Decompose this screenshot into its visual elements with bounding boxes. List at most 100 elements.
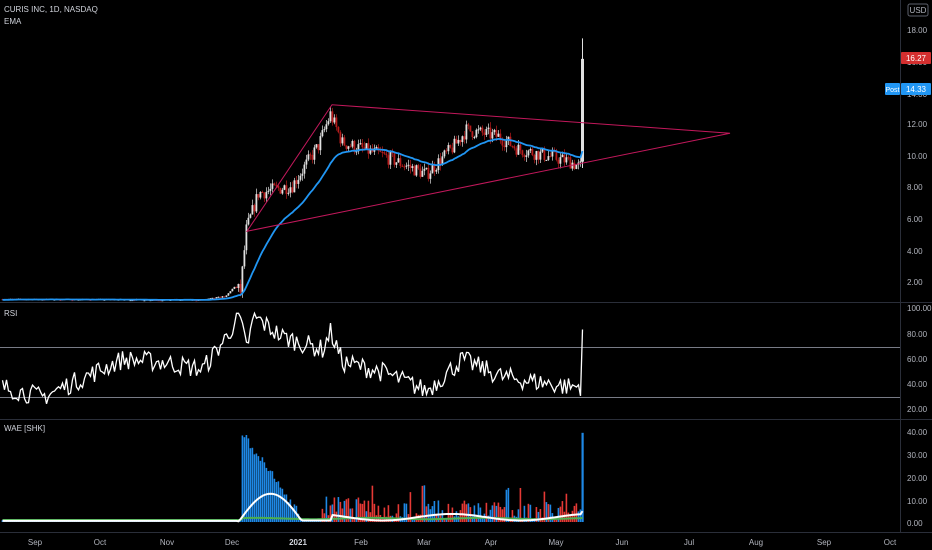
wae-bar [363,500,366,522]
candle-body [411,166,414,168]
candle-body [491,132,494,139]
candle-body [525,155,528,157]
wae-bar [545,502,548,522]
wae-bar [405,503,408,522]
ema-indicator-label[interactable]: EMA [4,17,22,26]
wae-bar [373,503,376,522]
candle-body [561,154,564,158]
candle-body [233,286,236,289]
wae-bar [361,503,364,522]
candle-body [283,185,286,190]
wae-bar [333,497,336,522]
wae-bar [323,513,326,522]
candle-body [303,164,306,174]
wae-bar [335,511,338,522]
price-tick: 12.00 [907,120,928,129]
wae-bar [529,504,532,522]
candle-body [441,156,444,165]
price-tick: 10.00 [907,152,928,161]
candle-body [327,121,330,125]
candle-body [419,168,422,177]
candle-body [71,300,74,302]
candle-body [567,157,570,159]
candle-body [313,147,316,160]
wae-bar [479,507,482,522]
time-tick: Oct [94,538,107,547]
candle-body [505,140,508,148]
price-tick: 8.00 [907,183,923,192]
wae-bar [253,454,256,522]
rsi-series [1,311,584,404]
candle-body [247,217,250,225]
currency-badge[interactable]: USD [907,3,929,17]
candle-body [473,137,476,139]
wae-bar [537,511,540,522]
candle-body [445,150,448,152]
candle-body [359,143,362,145]
wae-bar [433,501,436,522]
candle-body [537,151,540,160]
candle-body [423,168,426,171]
wae-axis[interactable]: 40.00 30.00 20.00 10.00 0.00 [907,428,928,528]
candle-body [485,128,488,135]
post-price-value: 14.33 [906,85,927,94]
wae-bar [491,505,494,522]
wae-bar [441,510,444,522]
wae-bar [471,516,474,522]
wae-bar [275,482,278,522]
wae-bar [329,505,332,522]
wae-bar [427,503,430,522]
wae-tick: 0.00 [907,519,923,528]
wae-tick: 20.00 [907,474,928,483]
wae-bar [385,516,388,522]
candle-body [223,296,226,298]
candle-body [573,162,576,169]
candle-body [309,154,312,156]
candle-body [531,148,534,156]
candle-body [431,165,434,174]
candle-body [403,166,406,168]
wae-bar [273,478,276,522]
wae-bar [455,511,458,522]
candle-body [285,185,288,194]
candle-body [335,117,338,128]
wae-bar [321,508,324,522]
rsi-axis[interactable]: 100.00 80.00 60.00 40.00 20.00 [907,304,932,414]
candle-body [59,299,62,301]
time-tick: Mar [417,538,431,547]
wae-bar [291,508,294,522]
wae-bar [511,510,514,522]
candle-body [269,188,272,191]
wae-bar [557,507,560,522]
candle-body [529,148,532,151]
wae-bar [497,502,500,522]
rsi-tick: 20.00 [907,405,928,414]
candle-body [463,136,466,140]
wae-bar [293,504,296,522]
candle-body [459,139,462,143]
wae-bar [247,438,250,522]
candle-body [449,145,452,148]
wae-pane-label[interactable]: WAE [SHK] [4,424,45,433]
candle-body [461,136,464,143]
candle-body [289,187,292,193]
candle-body [355,151,358,153]
wae-bar [421,485,424,522]
wae-bar [507,487,510,522]
candle-body [435,170,438,172]
candle-body [217,296,220,298]
time-axis[interactable]: Sep Oct Nov Dec 2021 Feb Mar Apr May Jun… [28,538,897,547]
candle-body [271,183,274,189]
wae-bar [447,503,450,522]
candle-body [281,189,284,194]
candle-body [407,164,410,166]
rsi-pane-label[interactable]: RSI [4,309,17,318]
candle-body [477,129,480,131]
wae-bar [409,492,412,522]
price-tick: 6.00 [907,215,923,224]
time-tick: May [548,538,563,547]
candle-body [263,192,266,199]
candle-body [559,157,562,164]
